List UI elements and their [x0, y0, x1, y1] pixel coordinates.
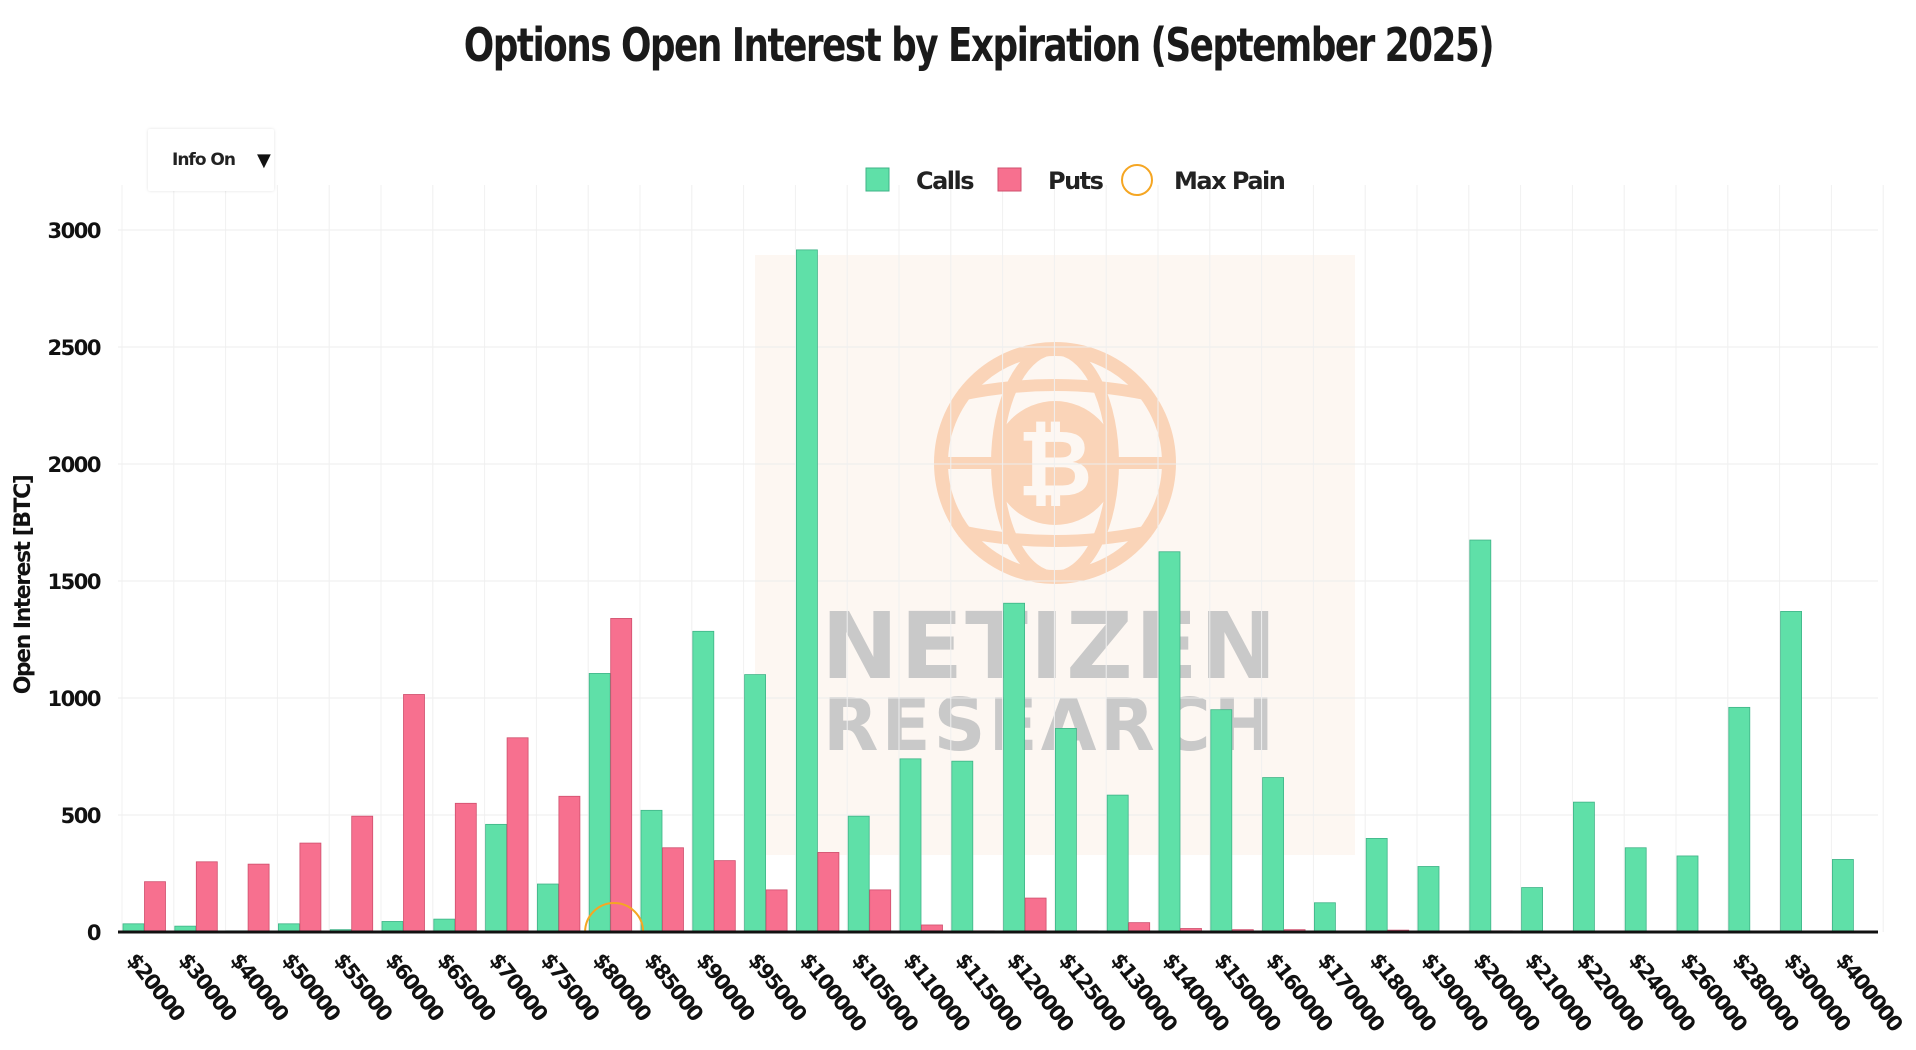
call-bar-125000[interactable]	[1055, 728, 1077, 933]
y-tick-label: 500	[61, 804, 101, 828]
call-bar-65000[interactable]	[433, 918, 456, 933]
call-bar-115000[interactable]	[951, 760, 974, 933]
put-bar-75000[interactable]	[558, 795, 581, 933]
x-tick-labels: $20000$30000$40000$50000$55000$60000$650…	[122, 948, 1907, 1036]
legend-puts-swatch	[997, 167, 1022, 192]
bitcoin-globe-icon: ₿	[934, 342, 1176, 584]
call-bar-100000[interactable]	[796, 249, 818, 933]
put-bar-100000[interactable]	[817, 852, 840, 933]
call-bar-95000[interactable]	[744, 674, 766, 933]
call-bar-80000[interactable]	[588, 673, 611, 933]
call-bar-240000[interactable]	[1624, 847, 1647, 933]
y-tick-labels: 0 500 1000 1500 2000 2500 3000	[48, 219, 103, 945]
call-bar-70000[interactable]	[485, 823, 508, 933]
chart-title: Options Open Interest by Expiration (Sep…	[463, 18, 1495, 72]
legend-calls[interactable]: Calls	[865, 167, 976, 195]
call-bar-260000[interactable]	[1676, 855, 1699, 933]
max-pain-marker	[584, 902, 645, 933]
call-bar-280000[interactable]	[1728, 706, 1751, 933]
info-toggle-dropdown[interactable]: Info On ▼	[148, 129, 274, 191]
info-toggle-label: Info On	[172, 150, 236, 170]
legend: Calls Puts Max Pain	[865, 164, 1286, 196]
call-bar-90000[interactable]	[692, 630, 715, 933]
call-bar-170000[interactable]	[1314, 902, 1336, 933]
watermark-line2: RESEARCH	[823, 683, 1277, 767]
put-bar-60000[interactable]	[403, 694, 425, 933]
put-bar-120000[interactable]	[1024, 897, 1047, 933]
legend-max-pain-label: Max Pain	[1174, 167, 1285, 195]
call-bar-220000[interactable]	[1573, 801, 1595, 933]
y-tick-label: 2500	[48, 336, 101, 360]
put-bar-20000[interactable]	[144, 881, 166, 933]
y-tick-label: 1500	[48, 570, 101, 594]
call-bar-160000[interactable]	[1262, 777, 1284, 933]
watermark-line1: NETIZEN	[821, 593, 1278, 700]
call-bar-300000[interactable]	[1780, 611, 1802, 933]
legend-puts[interactable]: Puts	[997, 167, 1105, 195]
put-bar-95000[interactable]	[765, 889, 788, 933]
call-bar-180000[interactable]	[1365, 838, 1388, 933]
bars	[122, 249, 1876, 933]
call-bar-190000[interactable]	[1417, 866, 1440, 933]
put-bar-85000[interactable]	[662, 847, 684, 933]
call-bar-110000[interactable]	[899, 758, 922, 933]
legend-puts-label: Puts	[1048, 167, 1104, 195]
call-bar-105000[interactable]	[847, 815, 870, 933]
legend-calls-swatch	[865, 167, 890, 192]
y-tick-label: 1000	[48, 687, 101, 711]
y-tick-label: 2000	[48, 453, 101, 477]
call-bar-400000[interactable]	[1832, 859, 1854, 933]
legend-max-pain[interactable]: Max Pain	[1121, 164, 1286, 196]
put-bar-105000[interactable]	[869, 889, 892, 933]
caret-down-icon: ▼	[256, 149, 271, 171]
call-bar-150000[interactable]	[1210, 709, 1233, 933]
call-bar-75000[interactable]	[537, 883, 559, 933]
call-bar-200000[interactable]	[1469, 539, 1492, 933]
y-tick-label: 0	[87, 921, 101, 945]
call-bar-120000[interactable]	[1003, 602, 1025, 933]
call-bar-140000[interactable]	[1158, 551, 1181, 933]
put-bar-70000[interactable]	[506, 737, 529, 933]
call-bar-130000[interactable]	[1106, 794, 1129, 933]
y-axis-label: Open Interest [BTC]	[11, 475, 36, 694]
put-bar-80000[interactable]	[610, 618, 633, 933]
call-bar-60000[interactable]	[381, 921, 404, 933]
put-bar-55000[interactable]	[351, 815, 374, 933]
legend-calls-label: Calls	[916, 167, 974, 195]
y-tick-label: 3000	[48, 219, 101, 243]
legend-max-pain-swatch	[1121, 164, 1153, 196]
put-bar-30000[interactable]	[195, 861, 218, 933]
put-bar-65000[interactable]	[454, 802, 477, 933]
put-bar-40000[interactable]	[247, 863, 270, 933]
put-bar-50000[interactable]	[299, 842, 322, 933]
call-bar-85000[interactable]	[640, 809, 663, 933]
put-bar-90000[interactable]	[713, 860, 736, 933]
call-bar-210000[interactable]	[1521, 887, 1543, 933]
